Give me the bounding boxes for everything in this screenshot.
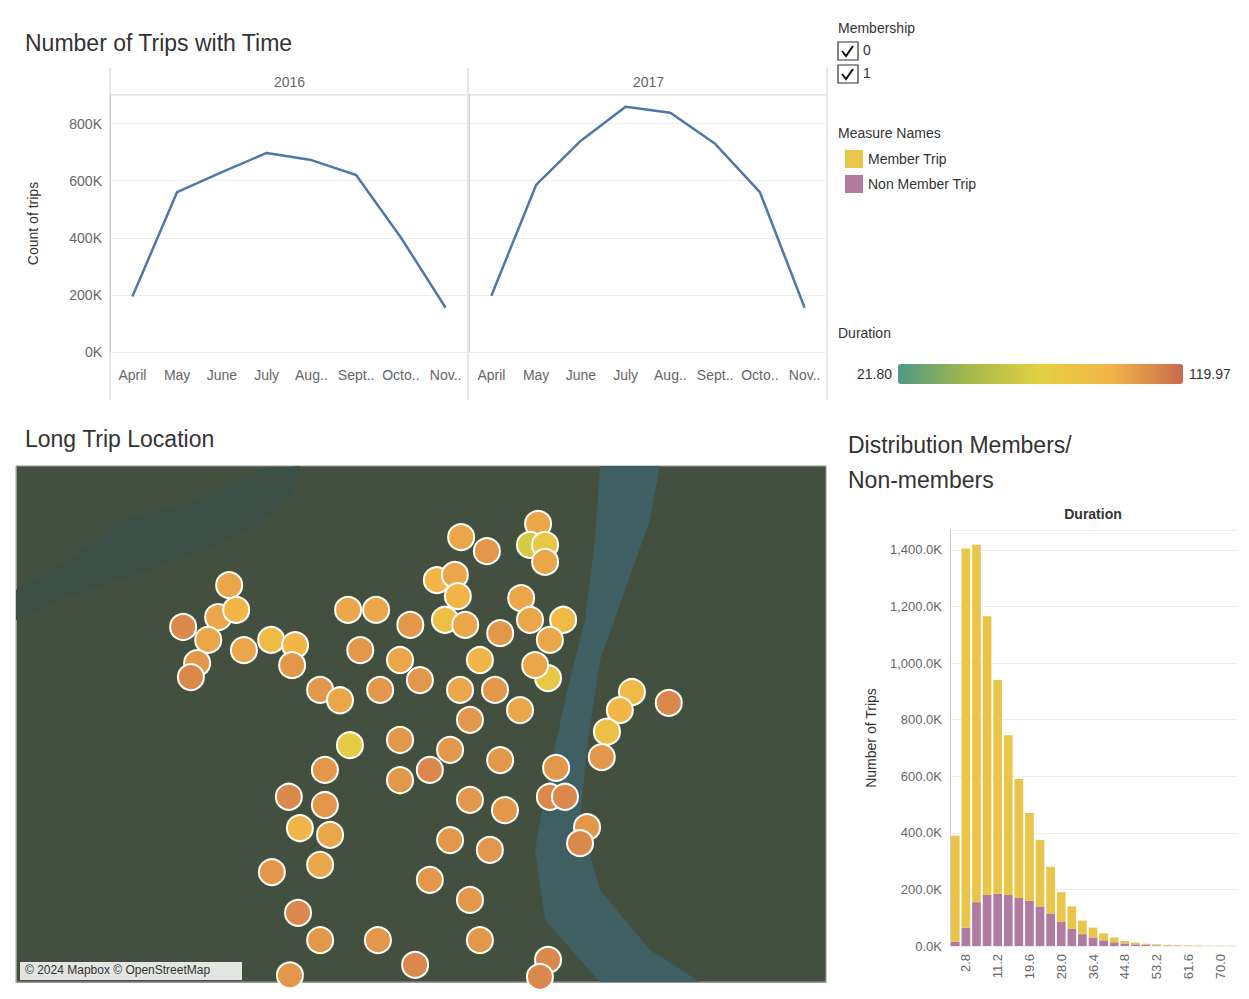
- svg-text:800K: 800K: [69, 116, 102, 132]
- svg-text:July: July: [613, 367, 638, 383]
- svg-text:April: April: [477, 367, 505, 383]
- svg-text:Count of trips: Count of trips: [25, 182, 41, 265]
- svg-text:© 2024 Mapbox © OpenStreetMap: © 2024 Mapbox © OpenStreetMap: [25, 963, 210, 977]
- svg-text:0.0K: 0.0K: [915, 939, 942, 954]
- svg-text:Non Member Trip: Non Member Trip: [868, 176, 976, 192]
- svg-text:1,200.0K: 1,200.0K: [890, 599, 942, 614]
- svg-text:400.0K: 400.0K: [901, 825, 943, 840]
- svg-text:1,000.0K: 1,000.0K: [890, 656, 942, 671]
- svg-text:May: May: [523, 367, 549, 383]
- svg-text:28.0: 28.0: [1054, 954, 1069, 979]
- svg-text:April: April: [118, 367, 146, 383]
- svg-text:600K: 600K: [69, 173, 102, 189]
- svg-text:Nov..: Nov..: [789, 367, 821, 383]
- svg-text:70.0: 70.0: [1213, 954, 1228, 979]
- svg-text:200.0K: 200.0K: [901, 882, 943, 897]
- svg-text:Non-members: Non-members: [848, 467, 994, 493]
- svg-text:53.2: 53.2: [1149, 954, 1164, 979]
- svg-text:Number of Trips with Time: Number of Trips with Time: [25, 30, 292, 56]
- svg-text:44.8: 44.8: [1117, 954, 1132, 979]
- svg-text:Duration: Duration: [838, 325, 891, 341]
- svg-text:119.97: 119.97: [1189, 366, 1231, 382]
- svg-text:800.0K: 800.0K: [901, 712, 943, 727]
- svg-text:Aug..: Aug..: [654, 367, 687, 383]
- svg-text:May: May: [164, 367, 190, 383]
- svg-text:Duration: Duration: [1064, 506, 1122, 522]
- svg-text:July: July: [254, 367, 279, 383]
- svg-text:11.2: 11.2: [990, 954, 1005, 978]
- svg-text:61.6: 61.6: [1181, 954, 1196, 979]
- svg-text:21.80: 21.80: [857, 366, 892, 382]
- svg-text:2017: 2017: [633, 74, 664, 90]
- svg-text:Sept..: Sept..: [338, 367, 375, 383]
- svg-text:June: June: [207, 367, 238, 383]
- svg-text:400K: 400K: [69, 230, 102, 246]
- svg-text:0K: 0K: [85, 344, 103, 360]
- svg-text:Measure Names: Measure Names: [838, 125, 941, 141]
- svg-text:Octo..: Octo..: [741, 367, 778, 383]
- svg-text:19.6: 19.6: [1022, 954, 1037, 979]
- svg-text:Distribution Members/: Distribution Members/: [848, 432, 1072, 458]
- svg-text:36.4: 36.4: [1086, 954, 1101, 979]
- svg-text:Member Trip: Member Trip: [868, 151, 947, 167]
- svg-text:2.8: 2.8: [958, 954, 973, 972]
- svg-text:Long Trip Location: Long Trip Location: [25, 426, 214, 452]
- svg-text:Octo..: Octo..: [382, 367, 419, 383]
- svg-text:1: 1: [863, 65, 871, 81]
- svg-text:June: June: [566, 367, 597, 383]
- svg-text:Membership: Membership: [838, 20, 915, 36]
- svg-text:0: 0: [863, 42, 871, 58]
- svg-text:Nov..: Nov..: [430, 367, 462, 383]
- svg-text:Sept..: Sept..: [697, 367, 734, 383]
- svg-text:1,400.0K: 1,400.0K: [890, 542, 942, 557]
- svg-text:600.0K: 600.0K: [901, 769, 943, 784]
- svg-text:Aug..: Aug..: [295, 367, 328, 383]
- svg-text:2016: 2016: [274, 74, 305, 90]
- svg-text:Number of Trips: Number of Trips: [863, 688, 879, 788]
- svg-text:200K: 200K: [69, 287, 102, 303]
